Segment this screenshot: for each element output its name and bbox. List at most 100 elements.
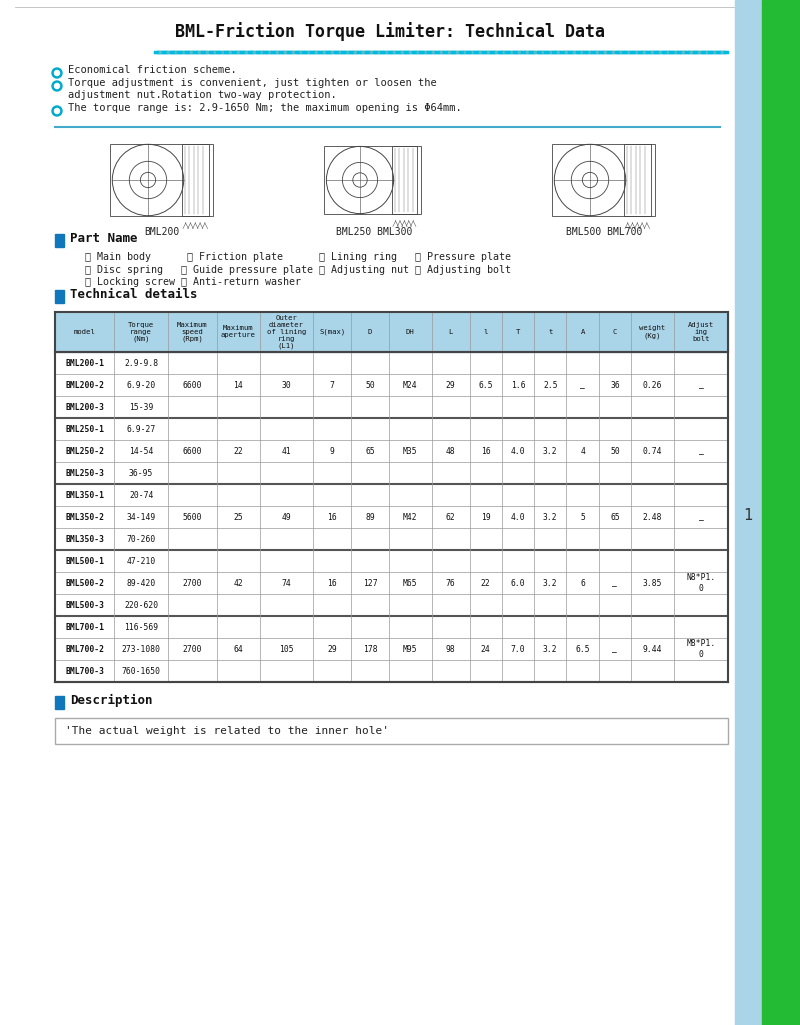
Text: M8*P1.
0: M8*P1. 0 xyxy=(686,640,716,659)
Text: 14: 14 xyxy=(233,380,243,390)
Text: 62: 62 xyxy=(446,512,455,522)
Text: 25: 25 xyxy=(233,512,243,522)
Text: 48: 48 xyxy=(446,447,455,455)
Text: BML200-2: BML200-2 xyxy=(65,380,104,390)
Circle shape xyxy=(52,68,62,78)
Text: Outer
diameter
of lining
ring
(L1): Outer diameter of lining ring (L1) xyxy=(267,315,306,350)
Text: N8*P1.
0: N8*P1. 0 xyxy=(686,573,716,592)
Text: 16: 16 xyxy=(481,447,490,455)
Text: BML700-2: BML700-2 xyxy=(65,645,104,654)
Text: _: _ xyxy=(698,380,703,390)
Text: M24: M24 xyxy=(403,380,418,390)
Text: _: _ xyxy=(698,512,703,522)
Text: 89-420: 89-420 xyxy=(126,578,156,587)
Bar xyxy=(55,234,64,247)
Text: 3.2: 3.2 xyxy=(543,578,558,587)
Text: BML500-1: BML500-1 xyxy=(65,557,104,566)
Text: 49: 49 xyxy=(282,512,291,522)
Bar xyxy=(552,145,655,215)
Text: 3.2: 3.2 xyxy=(543,512,558,522)
Text: 29: 29 xyxy=(446,380,455,390)
Text: Economical friction scheme.: Economical friction scheme. xyxy=(68,65,237,75)
Text: 29: 29 xyxy=(327,645,337,654)
Text: S(max): S(max) xyxy=(319,329,346,335)
Text: 19: 19 xyxy=(481,512,490,522)
Text: 0.26: 0.26 xyxy=(643,380,662,390)
Text: t: t xyxy=(548,329,553,335)
Text: BML250-1: BML250-1 xyxy=(65,424,104,434)
Text: Maximum
speed
(Rpm): Maximum speed (Rpm) xyxy=(177,322,208,342)
Text: ⑤ Disc spring   ⑥ Guide pressure plate ⑦ Adjusting nut ⑧ Adjusting bolt: ⑤ Disc spring ⑥ Guide pressure plate ⑦ A… xyxy=(85,265,511,275)
Text: 50: 50 xyxy=(610,447,620,455)
Text: _: _ xyxy=(698,447,703,455)
Text: L: L xyxy=(449,329,453,335)
Text: 65: 65 xyxy=(365,447,375,455)
Text: C: C xyxy=(613,329,617,335)
Text: 70-260: 70-260 xyxy=(126,534,156,543)
Text: BML250-2: BML250-2 xyxy=(65,447,104,455)
Bar xyxy=(110,145,213,215)
Text: BML700-1: BML700-1 xyxy=(65,622,104,631)
Bar xyxy=(55,396,728,418)
Circle shape xyxy=(54,109,59,114)
Text: BML350-3: BML350-3 xyxy=(65,534,104,543)
Text: The torque range is: 2.9-1650 Nm; the maximum opening is Φ64mm.: The torque range is: 2.9-1650 Nm; the ma… xyxy=(68,102,462,113)
Text: 7.0: 7.0 xyxy=(510,645,526,654)
Text: 273-1080: 273-1080 xyxy=(122,645,161,654)
Text: 'The actual weight is related to the inner hole': 'The actual weight is related to the inn… xyxy=(65,726,389,736)
Bar xyxy=(55,418,728,440)
Text: Torque
range
(Nm): Torque range (Nm) xyxy=(128,322,154,342)
Text: ① Main body      ② Friction plate      ③ Lining ring   ④ Pressure plate: ① Main body ② Friction plate ③ Lining ri… xyxy=(85,252,511,262)
Text: ⑨ Locking screw ⑩ Anti-return washer: ⑨ Locking screw ⑩ Anti-return washer xyxy=(85,277,301,287)
Text: BML350-1: BML350-1 xyxy=(65,491,104,499)
Text: 89: 89 xyxy=(365,512,375,522)
Text: 0.74: 0.74 xyxy=(643,447,662,455)
Text: 47-210: 47-210 xyxy=(126,557,156,566)
Text: 36: 36 xyxy=(610,380,620,390)
Text: BML200: BML200 xyxy=(144,227,180,237)
Bar xyxy=(55,616,728,638)
Text: 3.85: 3.85 xyxy=(643,578,662,587)
Bar xyxy=(55,462,728,484)
Text: A: A xyxy=(581,329,585,335)
Text: 116-569: 116-569 xyxy=(124,622,158,631)
Text: BML200-1: BML200-1 xyxy=(65,359,104,368)
Text: 76: 76 xyxy=(446,578,455,587)
Text: Technical details: Technical details xyxy=(70,287,198,300)
Text: 30: 30 xyxy=(282,380,291,390)
Text: D: D xyxy=(368,329,372,335)
Bar xyxy=(55,374,728,396)
Text: l: l xyxy=(483,329,488,335)
Text: 74: 74 xyxy=(282,578,291,587)
Bar xyxy=(55,572,728,594)
Bar xyxy=(55,440,728,462)
Text: 98: 98 xyxy=(446,645,455,654)
Text: BML500-3: BML500-3 xyxy=(65,601,104,610)
Text: 178: 178 xyxy=(362,645,378,654)
Text: 6.9-20: 6.9-20 xyxy=(126,380,156,390)
Text: 5600: 5600 xyxy=(182,512,202,522)
Text: 16: 16 xyxy=(327,512,337,522)
Text: 16: 16 xyxy=(327,578,337,587)
Text: BML250 BML300: BML250 BML300 xyxy=(336,227,412,237)
Text: DH: DH xyxy=(406,329,414,335)
Text: adjustment nut.Rotation two-way protection.: adjustment nut.Rotation two-way protecti… xyxy=(68,90,337,100)
Text: 4.0: 4.0 xyxy=(510,512,526,522)
Bar xyxy=(55,660,728,682)
Bar xyxy=(55,594,728,616)
Text: 50: 50 xyxy=(365,380,375,390)
Text: BML350-2: BML350-2 xyxy=(65,512,104,522)
Text: M35: M35 xyxy=(403,447,418,455)
Text: 105: 105 xyxy=(279,645,294,654)
Text: T: T xyxy=(516,329,520,335)
Text: 15-39: 15-39 xyxy=(129,403,154,411)
Circle shape xyxy=(52,81,62,91)
Bar xyxy=(55,484,728,506)
Text: BML-Friction Torque Limiter: Technical Data: BML-Friction Torque Limiter: Technical D… xyxy=(175,23,605,41)
Text: BML700-3: BML700-3 xyxy=(65,666,104,675)
Text: 3.2: 3.2 xyxy=(543,447,558,455)
Text: 1: 1 xyxy=(743,507,753,523)
Text: 6.9-27: 6.9-27 xyxy=(126,424,156,434)
Bar xyxy=(55,528,728,550)
Text: 6600: 6600 xyxy=(182,447,202,455)
